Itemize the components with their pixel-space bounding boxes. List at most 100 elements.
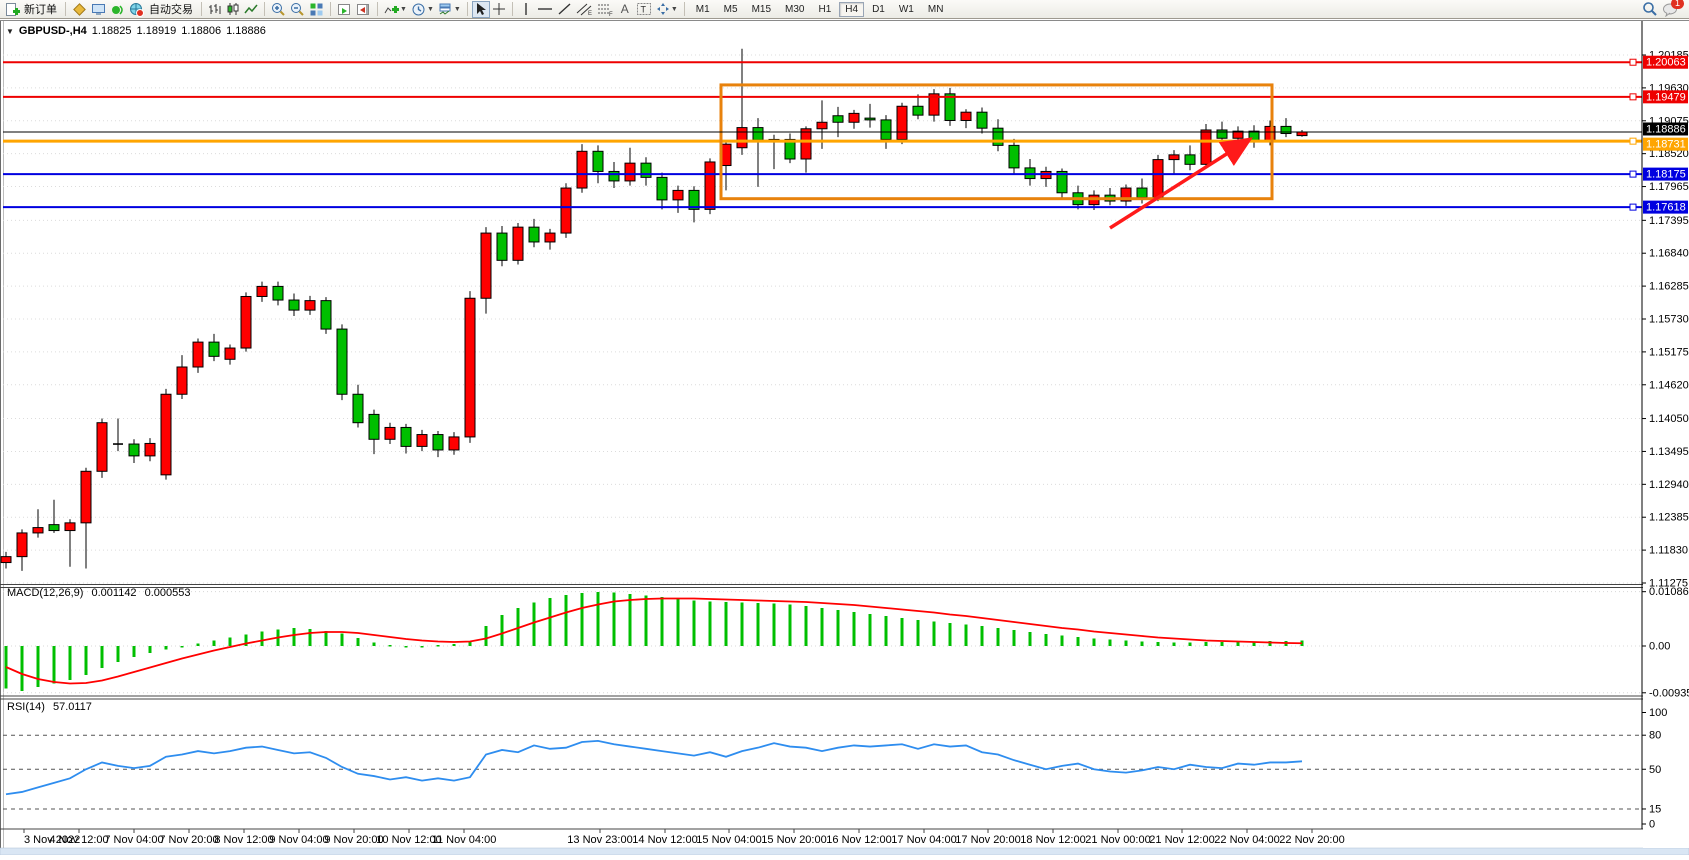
new-order-label[interactable]: 新订单	[24, 4, 57, 16]
price-axis-label: 100	[1649, 707, 1667, 719]
macd-signal-line	[5, 597, 1303, 685]
trend-arrow-annotation[interactable]	[1109, 137, 1253, 230]
search-button[interactable]	[1640, 1, 1660, 18]
timeframe-H4[interactable]: H4	[839, 1, 865, 17]
bar-chart-mode-button[interactable]	[206, 1, 224, 18]
time-axis-label: 3 Nov 2022	[24, 834, 80, 846]
line-chart-mode-button[interactable]	[242, 1, 260, 18]
vertical-line-tool-button[interactable]	[517, 1, 535, 18]
price-axis-label: 1.14620	[1649, 379, 1689, 391]
ohlc-open: 1.18825	[91, 25, 132, 37]
separator	[201, 2, 202, 16]
timeframe-MN[interactable]: MN	[927, 3, 944, 15]
consolidation-rectangle-annotation[interactable]	[719, 83, 1274, 201]
horizontal-line-1.18175[interactable]	[3, 170, 1642, 178]
bottom-strip	[0, 847, 1689, 856]
fibonacci-tool-button[interactable]: F	[595, 1, 616, 18]
notifications-button[interactable]: 1	[1660, 0, 1684, 18]
price-badge-1.19479: 1.19479	[1643, 90, 1688, 104]
time-axis-label: 16 Nov 12:00	[826, 834, 891, 846]
time-axis-label: 9 Nov 20:00	[324, 834, 383, 846]
timeframe-group: M1 M5 M15 M30 H1 H4 D1 W1 MN	[689, 1, 951, 17]
time-axis-label: 17 Nov 20:00	[955, 834, 1020, 846]
separator	[377, 2, 378, 16]
time-axis-label: 22 Nov 20:00	[1279, 834, 1344, 846]
horizontal-line-1.17618[interactable]	[3, 203, 1642, 211]
separator	[511, 2, 513, 16]
main-toolbar: 新订单 自动交易 ▼ ▼ ▼ E F A T ▼ M1 M5 M15 M30 H1 H4 D…	[0, 0, 1689, 19]
price-axis-label: 0.00	[1649, 641, 1670, 653]
time-axis-label: 21 Nov 12:00	[1149, 834, 1214, 846]
zoom-in-button[interactable]	[269, 1, 288, 18]
macd-name: MACD(12,26,9)	[7, 587, 84, 599]
autotrade-button[interactable]	[127, 1, 147, 18]
separator	[65, 2, 66, 16]
price-badge-1.20063: 1.20063	[1643, 55, 1688, 69]
horizontal-line-1.19479[interactable]	[3, 93, 1642, 101]
zoom-out-button[interactable]	[288, 1, 307, 18]
symbols-button[interactable]	[70, 1, 89, 18]
line-handle[interactable]	[1629, 58, 1637, 66]
market-watch-button[interactable]	[89, 1, 108, 18]
text-tool-button[interactable]: A	[620, 2, 629, 16]
crosshair-tool-button[interactable]	[490, 1, 508, 18]
time-axis-label: 11 Nov 04:00	[432, 834, 497, 846]
collapse-triangle-icon[interactable]: ▼	[6, 26, 14, 36]
timeframe-M30[interactable]: M30	[785, 3, 805, 15]
new-order-icon	[6, 2, 20, 16]
chart-shift-button[interactable]	[354, 1, 373, 18]
macd-value: 0.001142	[91, 587, 137, 599]
time-axis-label: 8 Nov 12:00	[214, 834, 273, 846]
separator	[264, 2, 265, 16]
svg-text:1.17618: 1.17618	[1646, 202, 1686, 214]
price-axis-label: 15	[1649, 803, 1661, 815]
svg-text:1.19479: 1.19479	[1646, 91, 1686, 103]
horizontal-line-tool-button[interactable]	[535, 1, 555, 18]
price-axis-label: 1.14050	[1649, 413, 1689, 425]
speaker-icon	[112, 4, 123, 15]
timeframe-M15[interactable]: M15	[751, 3, 772, 15]
cursor-icon	[477, 3, 487, 15]
arrows-icon	[656, 3, 669, 15]
line-handle[interactable]	[1629, 170, 1637, 178]
text-label-tool-button[interactable]: T	[634, 1, 654, 18]
svg-text:1.18886: 1.18886	[1646, 123, 1686, 135]
candle-chart-mode-button[interactable]	[224, 1, 242, 18]
timeframe-W1[interactable]: W1	[898, 3, 914, 15]
line-handle[interactable]	[1629, 203, 1637, 211]
price-badge-1.18175: 1.18175	[1643, 167, 1688, 181]
rsi-name: RSI(14)	[7, 701, 45, 713]
arrows-tool-button[interactable]: ▼	[654, 1, 680, 18]
horizontal-line-1.18731[interactable]	[3, 137, 1642, 145]
time-axis-label: 13 Nov 23:00	[567, 834, 632, 846]
line-handle[interactable]	[1629, 93, 1637, 101]
zoom-out-icon	[291, 2, 304, 16]
timeframe-D1[interactable]: D1	[872, 3, 885, 15]
cursor-tool-button[interactable]	[471, 0, 490, 18]
dropdown-caret: ▼	[426, 5, 434, 13]
new-order-button[interactable]	[3, 1, 22, 18]
channel-letter: E	[588, 11, 592, 16]
tile-windows-button[interactable]	[307, 1, 326, 18]
autotrade-label[interactable]: 自动交易	[149, 4, 193, 16]
separator	[683, 2, 685, 16]
tile-windows-icon	[310, 3, 323, 15]
templates-button[interactable]: ▼	[436, 1, 463, 18]
alerts-button[interactable]	[108, 1, 127, 18]
timeframe-H1[interactable]: H1	[818, 3, 832, 15]
indicators-button[interactable]: ▼	[382, 1, 409, 18]
auto-scroll-button[interactable]	[335, 1, 354, 18]
timeframe-M1[interactable]: M1	[695, 3, 710, 15]
price-axis-label: 50	[1649, 764, 1661, 776]
time-axis-label: 22 Nov 04:00	[1214, 834, 1279, 846]
horizontal-line-1.20063[interactable]	[3, 58, 1642, 66]
timeframe-M5[interactable]: M5	[723, 3, 738, 15]
price-badge-1.18731: 1.18731	[1643, 137, 1688, 151]
periods-button[interactable]: ▼	[409, 1, 436, 18]
chart-shift-icon	[357, 3, 369, 15]
line-handle[interactable]	[1629, 137, 1637, 145]
channel-tool-button[interactable]: E	[574, 1, 595, 18]
time-axis-label: 21 Nov 00:00	[1085, 834, 1150, 846]
trendline-tool-button[interactable]	[555, 1, 574, 18]
